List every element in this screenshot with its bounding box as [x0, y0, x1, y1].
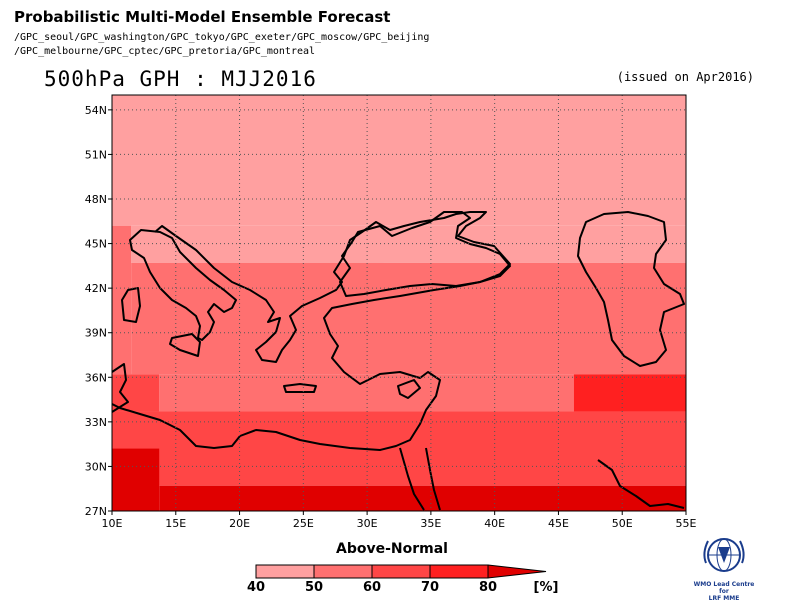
coastline-persian-gulf [597, 459, 685, 509]
coastline-balkans-levant [111, 211, 511, 451]
colorbar-swatch-60-70 [371, 564, 431, 579]
lat-tick-label: 42N [85, 282, 107, 295]
probability-region-80+ [112, 448, 160, 511]
lon-tick-label: 40E [484, 517, 505, 530]
lat-tick-label: 30N [85, 460, 107, 473]
lat-tick-label: 51N [85, 148, 107, 161]
colorbar-tick-label: 40 [247, 580, 265, 595]
lon-tick-label: 55E [676, 517, 697, 530]
graticule [112, 95, 686, 511]
lon-tick-label: 10E [102, 517, 123, 530]
lat-tick-label: 33N [85, 416, 107, 429]
lat-tick-label: 36N [85, 371, 107, 384]
coastline-italy [129, 229, 237, 341]
colorbar-swatch-80+ [487, 564, 547, 579]
coastline-sicily [169, 333, 201, 357]
coastline-crete [283, 383, 317, 393]
lat-tick-label: 54N [85, 104, 107, 117]
colorbar-tick-label: 80 [479, 580, 497, 595]
lon-tick-label: 50E [612, 517, 633, 530]
models-line-1: /GPC_seoul/GPC_washington/GPC_tokyo/GPC_… [14, 32, 430, 43]
probability-regions [112, 95, 687, 511]
map-frame [111, 94, 687, 512]
lon-tick-label: 30E [357, 517, 378, 530]
coastline-north-africa [111, 363, 129, 413]
colorbar: 40 50 60 70 80 [%] [247, 564, 559, 595]
logo-line-1: WMO Lead Centre for [693, 581, 755, 595]
models-line-2: /GPC_melbourne/GPC_cptec/GPC_pretoria/GP… [14, 46, 316, 57]
colorbar-swatch-70-80 [429, 564, 489, 579]
probability-region-60-70 [112, 374, 160, 412]
colorbar-title: Above-Normal [336, 541, 448, 557]
coastline-sardinia [121, 287, 141, 323]
lat-tick-label: 39N [85, 327, 107, 340]
lon-tick-label: 25E [293, 517, 314, 530]
lon-tick-label: 35E [420, 517, 441, 530]
lon-tick-label: 20E [229, 517, 250, 530]
lon-tick-label: 15E [165, 517, 186, 530]
coastline-red-sea [399, 447, 441, 511]
probability-region-70-80 [573, 374, 686, 412]
issued-label: (issued on Apr2016) [616, 70, 754, 84]
coastline-cyprus [397, 379, 421, 399]
lon-tick-label: 45E [548, 517, 569, 530]
colorbar-tick-label: 60 [363, 580, 381, 595]
probability-region-50-60 [131, 262, 687, 375]
probability-region-40-50 [112, 95, 686, 226]
colorbar-tick-label: 50 [305, 580, 323, 595]
lat-tick-label: 48N [85, 193, 107, 206]
probability-region-60-70 [112, 411, 686, 486]
colorbar-swatch-50-60 [313, 564, 373, 579]
wmo-logo: WMO Lead Centre for LRF MME [690, 533, 758, 602]
colorbar-swatch-40-50 [255, 564, 315, 579]
probability-region-40-50 [131, 225, 687, 263]
coastline-black-sea [339, 211, 511, 297]
lat-tick-label: 27N [85, 505, 107, 518]
colorbar-unit-label: [%] [534, 580, 559, 595]
logo-line-2: LRF MME [708, 595, 740, 602]
axis-ticks: 10E 15E 20E 25E 30E 35E 40E 45E 50E 55E 27N 30N 33N 3… [85, 104, 697, 530]
chart-title: Probabilistic Multi-Model Ensemble Forec… [14, 8, 391, 26]
lat-tick-label: 45N [85, 238, 107, 251]
field-label: 500hPa GPH : MJJ2016 [44, 67, 317, 91]
wmo-emblem-icon [703, 538, 745, 572]
colorbar-tick-label: 70 [421, 580, 439, 595]
